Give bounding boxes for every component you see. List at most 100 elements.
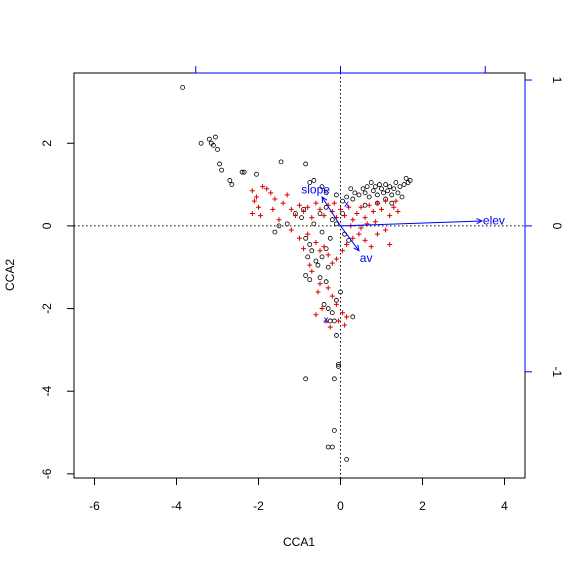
x-axis: -6 -4 -2 0 2 4 — [89, 477, 508, 513]
data-point-plus — [309, 268, 315, 274]
data-point-plus — [321, 244, 327, 250]
secondary-right-axis: -1 0 1 — [524, 77, 564, 377]
data-point-circle — [377, 182, 382, 187]
y-tick-label: 2 — [40, 140, 54, 147]
data-point-plus — [297, 202, 302, 208]
data-point-plus — [374, 200, 380, 206]
arrow-label: av — [360, 251, 373, 265]
data-point-circle — [303, 376, 309, 382]
data-point-plus — [260, 184, 266, 190]
data-point-circle — [344, 194, 350, 200]
data-point-circle — [284, 221, 290, 227]
data-point-plus — [344, 242, 350, 248]
data-point-circle — [331, 428, 337, 433]
data-point-circle — [327, 235, 333, 241]
x-tick-label: -2 — [253, 499, 264, 513]
data-point-circle — [206, 136, 212, 142]
data-point-plus — [383, 198, 389, 204]
data-point-plus — [333, 301, 339, 307]
data-point-plus — [276, 217, 282, 223]
data-point-plus — [288, 227, 294, 233]
data-point-circle — [344, 457, 350, 462]
data-point-circle — [239, 169, 245, 175]
data-point-plus — [354, 211, 360, 217]
data-point-circle — [317, 275, 323, 280]
data-point-circle — [305, 254, 311, 260]
data-point-plus — [313, 312, 319, 318]
data-point-plus — [391, 204, 397, 210]
data-point-plus — [329, 293, 335, 299]
data-point-plus — [256, 204, 261, 210]
x-tick-label: 0 — [337, 499, 344, 513]
data-point-plus — [270, 206, 276, 212]
data-point-circle — [180, 85, 186, 90]
data-point-circle — [307, 277, 313, 283]
data-point-circle — [321, 302, 327, 307]
data-point-circle — [383, 182, 389, 187]
data-point-plus — [297, 235, 302, 241]
x-axis-title: CCA1 — [283, 535, 315, 549]
data-point-plus — [374, 231, 380, 237]
data-point-plus — [307, 262, 313, 268]
data-point-circle — [309, 248, 315, 254]
data-point-circle — [325, 444, 331, 450]
data-point-plus — [251, 198, 257, 204]
data-point-circle — [352, 190, 358, 196]
data-point-plus — [340, 310, 346, 316]
data-point-circle — [331, 376, 337, 382]
x-tick-label: 4 — [501, 499, 508, 513]
data-point-plus — [321, 213, 327, 219]
data-point-circle — [307, 180, 313, 185]
data-point-circle — [389, 200, 395, 206]
y-axis-title: CCA2 — [3, 259, 17, 291]
biplot-arrows: elev slope av x x — [301, 182, 505, 326]
data-point-plus — [305, 231, 311, 237]
y-tick-label: -2 — [40, 303, 54, 314]
arrow-elev — [340, 220, 482, 227]
data-point-plus — [319, 306, 325, 312]
data-point-plus — [317, 206, 323, 212]
data-point-circle — [217, 161, 222, 167]
data-point-circle — [389, 192, 395, 198]
data-point-circle — [213, 134, 218, 140]
data-point-circle — [313, 258, 319, 264]
data-point-plus — [292, 213, 298, 219]
data-point-plus — [331, 200, 337, 206]
data-point-plus — [272, 196, 278, 202]
data-point-circle — [254, 171, 259, 177]
data-point-circle — [397, 184, 403, 190]
data-point-circle — [319, 229, 325, 235]
data-point-circle — [368, 180, 374, 185]
data-point-circle — [333, 221, 339, 227]
x-tick-label: -4 — [171, 499, 182, 513]
data-point-circle — [229, 182, 235, 187]
centroid-marker: x — [344, 199, 349, 210]
data-point-plus — [268, 190, 274, 196]
data-point-plus — [325, 285, 331, 291]
data-point-plus — [346, 204, 352, 210]
data-point-plus — [313, 200, 319, 206]
data-point-plus — [364, 221, 370, 227]
data-point-circle — [333, 333, 339, 338]
data-point-plus — [301, 208, 307, 214]
data-point-circle — [403, 175, 409, 181]
data-point-plus — [387, 213, 393, 219]
arrow-head — [476, 218, 484, 225]
data-point-circle — [329, 310, 335, 316]
data-point-plus — [358, 204, 364, 210]
data-point-plus — [383, 227, 389, 233]
y-tick-label: -6 — [40, 468, 54, 479]
data-point-circle — [303, 235, 309, 241]
arrow-head — [353, 244, 360, 252]
data-point-circle — [370, 188, 376, 194]
data-point-circle — [329, 217, 335, 223]
data-point-circle — [360, 186, 366, 192]
data-point-plus — [280, 200, 286, 206]
data-point-circle — [350, 196, 356, 202]
data-point-circle — [338, 289, 343, 295]
data-point-circle — [379, 186, 384, 192]
arrow-label: elev — [483, 214, 505, 228]
data-point-plus — [305, 204, 311, 210]
data-point-circle — [299, 215, 304, 221]
